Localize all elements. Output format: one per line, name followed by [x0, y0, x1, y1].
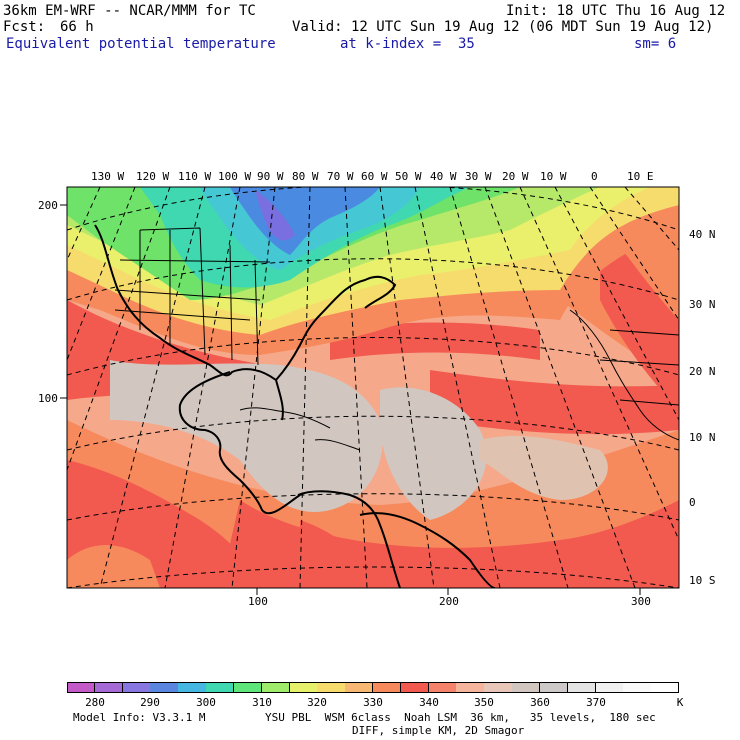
- colorbar-swatch: [595, 682, 624, 693]
- colorbar-label: 370: [586, 696, 606, 709]
- colorbar-label: 280: [85, 696, 105, 709]
- forecast-hour: 66 h: [60, 19, 94, 35]
- colorbar-label: 340: [419, 696, 439, 709]
- grid-x-label: 100: [248, 595, 268, 608]
- grid-y-label: 100: [38, 392, 58, 405]
- colorbar-swatch: [178, 682, 207, 693]
- lon-label: 30 W: [465, 170, 492, 183]
- grid-x-label: 200: [439, 595, 459, 608]
- colorbar-swatch: [206, 682, 235, 693]
- colorbar-label: 320: [307, 696, 327, 709]
- colorbar-swatch: [484, 682, 513, 693]
- colorbar-swatch: [512, 682, 541, 693]
- colorbar-swatch: [94, 682, 124, 693]
- lon-label: 10 W: [540, 170, 567, 183]
- colorbar-swatch: [400, 682, 430, 693]
- colorbar-swatch: [289, 682, 318, 693]
- lon-label: 20 W: [502, 170, 529, 183]
- smoothing-label: sm= 6: [634, 36, 677, 52]
- lon-label: 0: [591, 170, 598, 183]
- forecast-label: Fcst:: [3, 19, 46, 35]
- diffusion-info: DIFF, simple KM, 2D Smagor: [352, 724, 525, 737]
- colorbar-label: 330: [363, 696, 383, 709]
- colorbar-swatch: [261, 682, 291, 693]
- colorbar-label: 350: [474, 696, 494, 709]
- lon-label: 50 W: [395, 170, 422, 183]
- lon-label: 60 W: [361, 170, 388, 183]
- map-border: [66, 186, 680, 589]
- lon-label: 80 W: [292, 170, 319, 183]
- colorbar-swatch: [233, 682, 263, 693]
- lon-label: 70 W: [327, 170, 354, 183]
- grid-x-label: 300: [631, 595, 651, 608]
- lon-label: 40 W: [430, 170, 457, 183]
- colorbar-label: 360: [530, 696, 550, 709]
- colorbar-swatch: [428, 682, 457, 693]
- colorbar-swatch: [651, 682, 680, 693]
- model-title: 36km EM-WRF -- NCAR/MMM for TC: [3, 3, 256, 19]
- colorbar-swatch: [456, 682, 485, 693]
- colorbar-swatch: [317, 682, 346, 693]
- field-name: Equivalent potential temperature: [6, 36, 276, 52]
- colorbar-label: 300: [196, 696, 216, 709]
- valid-time: Valid: 12 UTC Sun 19 Aug 12 (06 MDT Sun …: [292, 19, 714, 35]
- lon-label: 100 W: [218, 170, 252, 183]
- lon-label: 120 W: [136, 170, 170, 183]
- colorbar-swatch: [67, 682, 96, 693]
- grid-y-label: 200: [38, 199, 58, 212]
- colorbar-label: 310: [252, 696, 272, 709]
- physics-info: YSU PBL WSM 6class Noah LSM 36 km, 35 le…: [265, 711, 656, 724]
- lat-label: 40 N: [689, 228, 716, 241]
- lat-label: 30 N: [689, 298, 716, 311]
- lon-label: 10 E: [627, 170, 654, 183]
- colorbar-unit: K: [676, 696, 684, 709]
- colorbar-swatch: [122, 682, 151, 693]
- map-field: [67, 187, 679, 588]
- lon-label: 130 W: [91, 170, 125, 183]
- colorbar-swatch: [539, 682, 569, 693]
- lat-label: 20 N: [689, 365, 716, 378]
- colorbar-swatch: [345, 682, 374, 693]
- model-info: Model Info: V3.3.1 M: [73, 711, 206, 724]
- level-label: at k-index = 35: [340, 36, 475, 52]
- colorbar-swatch: [623, 682, 652, 693]
- colorbar-swatch: [567, 682, 597, 693]
- lat-label: 10 N: [689, 431, 716, 444]
- colorbar-swatch: [150, 682, 179, 693]
- colorbar-label: 290: [140, 696, 160, 709]
- colorbar-swatch: [373, 682, 402, 693]
- lon-label: 90 W: [257, 170, 284, 183]
- init-time: Init: 18 UTC Thu 16 Aug 12: [506, 3, 726, 19]
- lon-label: 110 W: [178, 170, 212, 183]
- lat-label: 0: [689, 496, 696, 509]
- lat-label: 10 S: [689, 574, 716, 587]
